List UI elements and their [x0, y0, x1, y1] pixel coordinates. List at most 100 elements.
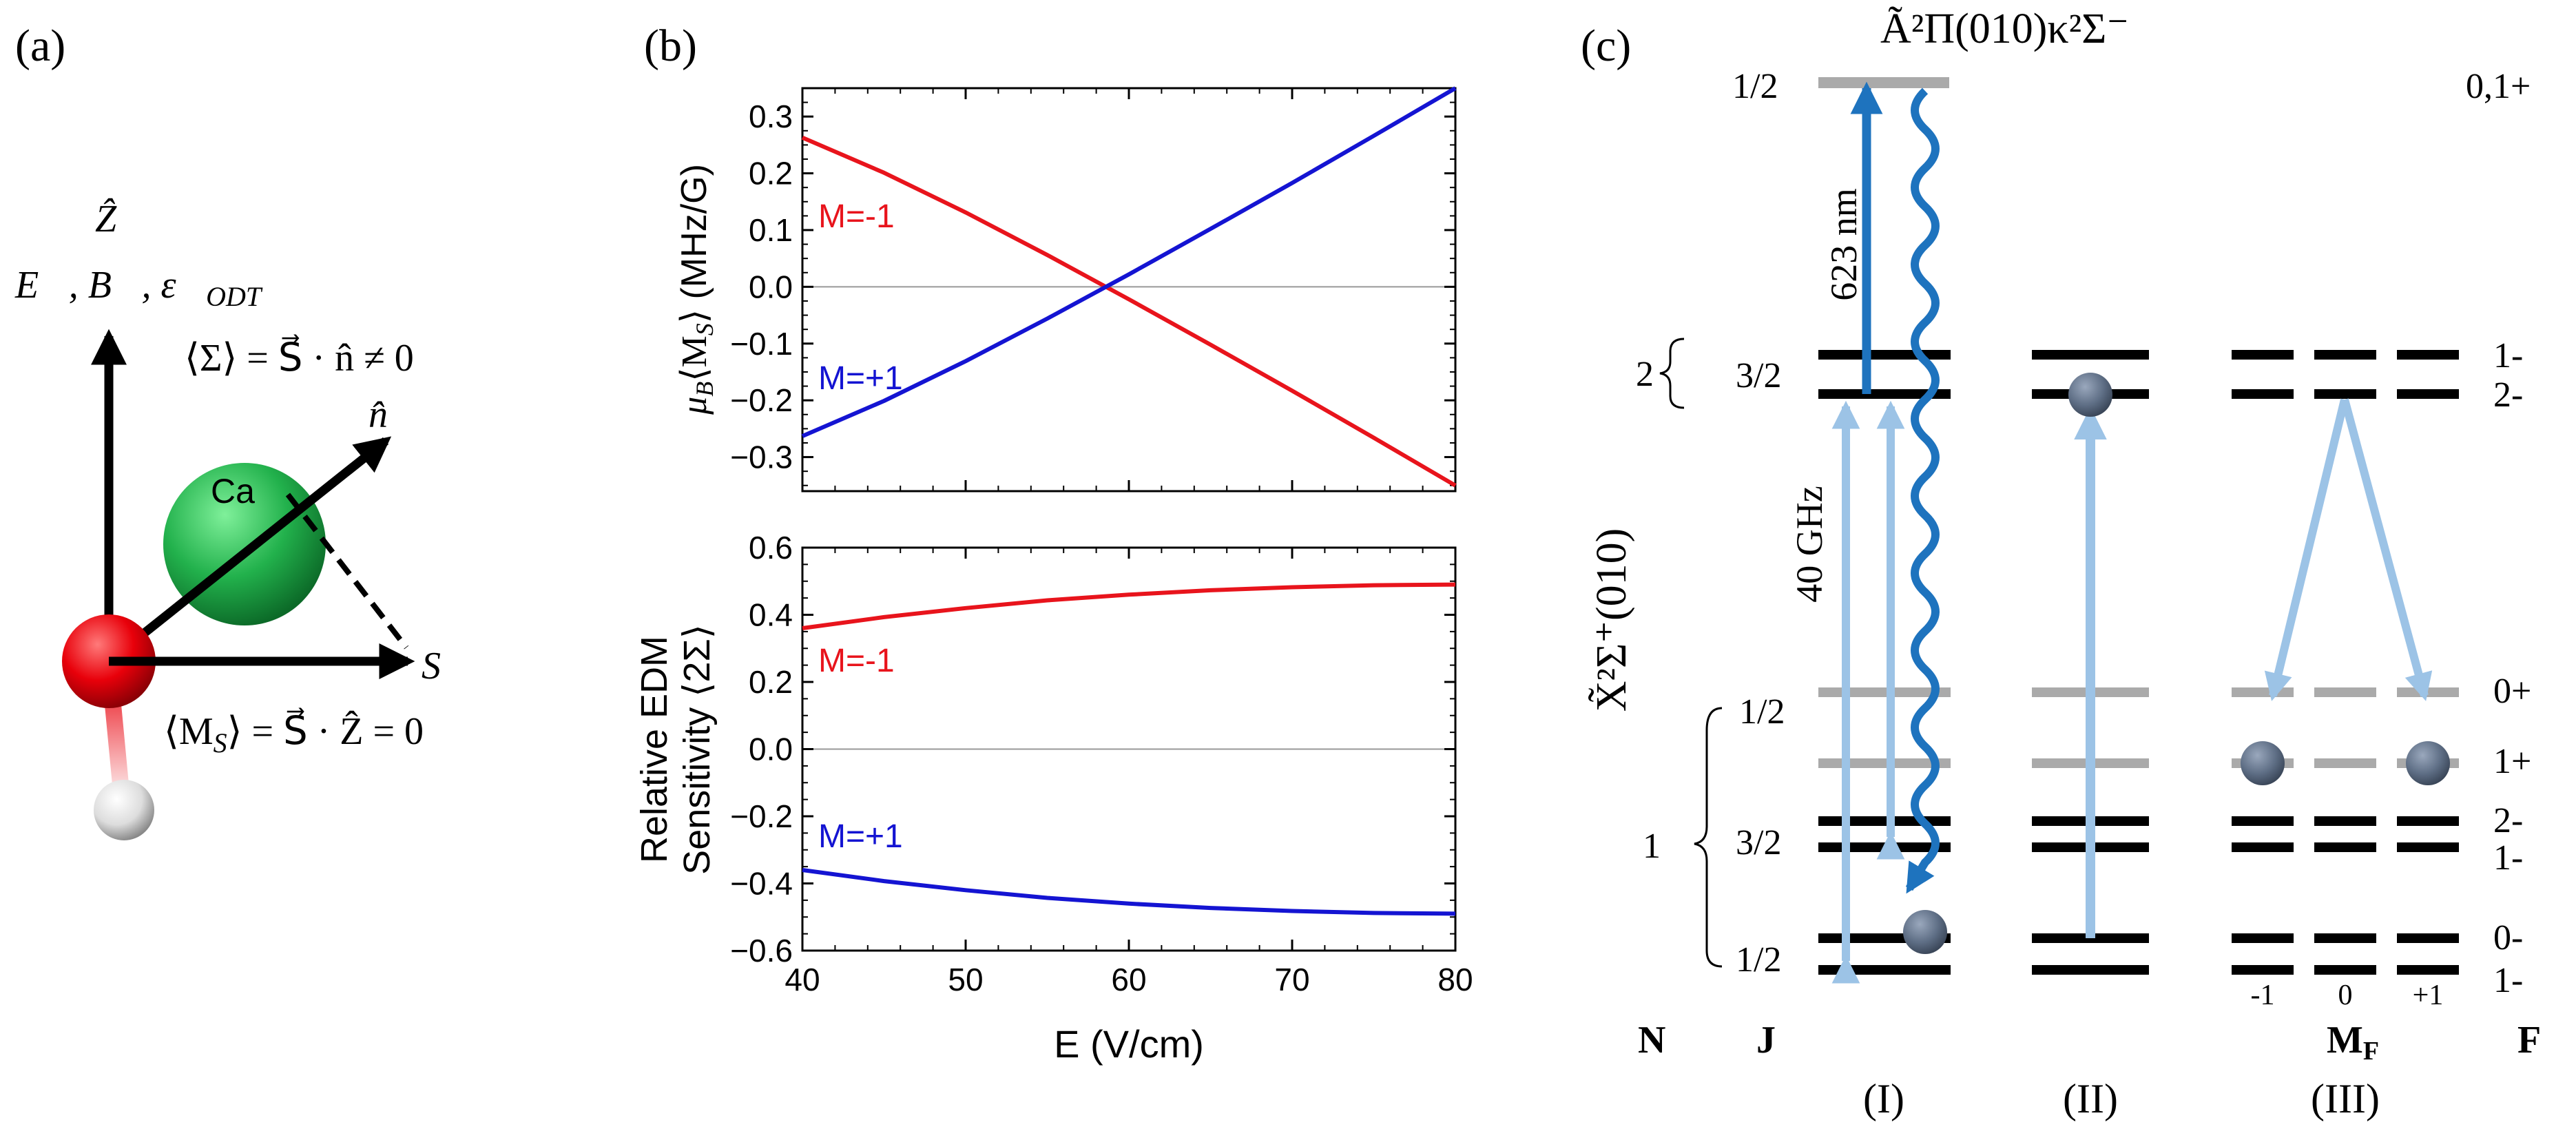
f-label-excited: 0,1+: [2466, 67, 2531, 106]
f-label-1: 1-: [2493, 336, 2523, 375]
mf-value-zero: 0: [2338, 980, 2353, 1011]
mf-value-plus: +1: [2413, 980, 2444, 1011]
bottom-ytick-label: 0.6: [749, 530, 793, 566]
ground-state-label: X̃²Σ⁺(010): [1588, 528, 1635, 712]
scheme-ii: (II): [2063, 1076, 2118, 1121]
spontaneous-decay-wavy-arrow: [1905, 87, 1940, 894]
header-mf: MF: [2327, 1019, 2379, 1066]
molecule-mf-minus: [2241, 741, 2285, 785]
header-n: N: [1638, 1019, 1665, 1061]
f-label-5: 2-: [2493, 801, 2523, 840]
top-ylabel-end: ⟩ (MHz/G): [674, 164, 714, 323]
top-xticks: [801, 88, 1457, 491]
top-ylabel-sub1: B: [691, 382, 718, 397]
panel-c: (c) Ã²Π(010)κ²Σ⁻ X̃²Σ⁺(010) 1/2 0,1+ 2 3…: [1581, 6, 2541, 1121]
column-headers: N J MF F: [1638, 1019, 2541, 1066]
f-label-6: 1-: [2493, 838, 2523, 878]
top-ytick-label: −0.1: [730, 326, 793, 362]
top-series-m-plus: [801, 86, 1457, 438]
n-hat-label: n̂: [368, 393, 388, 436]
j-label-3-2-lower: 3/2: [1736, 823, 1781, 862]
mf-values: -1 0 +1: [2251, 980, 2444, 1011]
header-mf-sub: F: [2363, 1037, 2379, 1066]
bottom-xtick-label: 50: [948, 962, 983, 997]
top-ylabel: μB⟨MS⟩ (MHz/G): [674, 164, 718, 415]
ms-expectation-sub: S: [214, 727, 227, 758]
s-vector-label: S⃗: [422, 645, 471, 687]
f-label-2: 2-: [2493, 375, 2523, 415]
bottom-ytick-label: 0.4: [749, 597, 793, 633]
n2-brace: [1659, 338, 1685, 409]
bottom-xtick-label: 40: [785, 962, 820, 997]
bottom-xlabel: E (V/cm): [1054, 1022, 1204, 1066]
f-label-8: 1-: [2493, 961, 2523, 1000]
top-series: [801, 86, 1457, 488]
header-j: J: [1756, 1019, 1776, 1061]
top-ylabel-mid: ⟨M: [675, 335, 714, 382]
scheme-labels: (I) (II) (III): [1863, 1076, 2380, 1121]
bottom-xtick-label: 70: [1274, 962, 1309, 997]
j-label-1-2-lower: 1/2: [1736, 940, 1781, 980]
field-label-main: E⃗, B⃗, ε⃗: [14, 264, 206, 307]
bottom-ytick-label: 0.2: [749, 664, 793, 700]
frequency-label: 40 GHz: [1789, 486, 1830, 602]
bottom-xtick-label: 80: [1437, 962, 1473, 997]
field-label: E⃗, B⃗, ε⃗ODT: [14, 264, 263, 312]
bottom-ytick-label: −0.2: [730, 798, 793, 834]
scheme-i: (I): [1863, 1076, 1904, 1121]
j-label-excited: 1/2: [1732, 67, 1778, 106]
top-ytick-label: −0.3: [730, 439, 793, 475]
top-yticks: −0.3 −0.2 −0.1 0.0 0.1 0.2 0.3: [730, 87, 1455, 486]
top-legend-m-minus: M=-1: [818, 198, 895, 235]
bottom-series: [802, 582, 1456, 916]
excited-state-label: Ã²Π(010)κ²Σ⁻: [1880, 6, 2129, 52]
wavelength-label: 623 nm: [1823, 188, 1865, 301]
bottom-legend-m-minus: M=-1: [818, 643, 895, 679]
panel-b: (b) −0.3 −0.2 −0.1 0.0 0.1 0.2 0.3 M=-1 M=+1 μ…: [634, 21, 1473, 1066]
header-f: F: [2517, 1019, 2541, 1061]
top-ytick-label: 0.3: [749, 99, 793, 134]
f-label-4: 1+: [2493, 742, 2531, 781]
hydrogen-atom: [94, 780, 154, 840]
f-labels: 1- 2- 0+ 1+ 2- 1- 0- 1-: [2493, 336, 2531, 1000]
bottom-yticks: −0.6 −0.4 −0.2 0.0 0.2 0.4 0.6: [730, 530, 1455, 969]
decay-arrow-right: [2340, 398, 2433, 701]
bottom-ytick-label: −0.4: [730, 866, 793, 902]
n-label-1: 1: [1643, 827, 1661, 866]
top-ylabel-sub2: S: [691, 323, 718, 335]
ms-expectation-rest: ⟩ = S⃗ · Ẑ = 0: [227, 707, 424, 753]
ms-expectation-main: ⟨M: [164, 710, 214, 753]
j-label-3-2-upper: 3/2: [1736, 356, 1781, 395]
ms-expectation-label: ⟨MS⟩ = S⃗ · Ẑ = 0: [164, 707, 424, 758]
bottom-legend-m-plus: M=+1: [818, 818, 903, 855]
header-mf-main: M: [2327, 1019, 2363, 1061]
levels-col-3: [2232, 350, 2459, 975]
molecule-mf-plus: [2406, 741, 2450, 785]
f-label-3: 0+: [2493, 672, 2531, 711]
bottom-ylabel-line2: Sensitivity ⟨2Σ⟩: [676, 624, 718, 875]
panel-a: (a) Ẑ E⃗, B⃗, ε⃗ODT Ca n̂ S⃗ ⟨Σ⟩ = S⃗ · …: [14, 21, 471, 840]
ca-label: Ca: [211, 472, 255, 510]
panel-a-label: (a): [15, 21, 65, 71]
n1-brace: [1694, 707, 1723, 968]
panel-b-label: (b): [644, 21, 697, 71]
scheme-iii: (III): [2311, 1076, 2380, 1121]
top-ytick-label: −0.2: [730, 382, 793, 418]
bottom-ylabel-line1: Relative EDM: [634, 636, 675, 863]
mf-value-minus: -1: [2251, 980, 2275, 1011]
panel-c-label: (c): [1581, 21, 1631, 71]
projection-dashed-line: [285, 493, 409, 650]
decay-arrow-left: [2264, 398, 2349, 701]
top-ytick-label: 0.0: [749, 269, 793, 304]
bottom-ytick-label: −0.6: [730, 933, 793, 969]
molecule-col-2: [2068, 373, 2112, 417]
n-hat-arrow: [105, 436, 392, 665]
top-ytick-label: 0.1: [749, 212, 793, 248]
f-label-7: 0-: [2493, 918, 2523, 957]
top-ytick-label: 0.2: [749, 156, 793, 191]
top-legend-m-plus: M=+1: [818, 360, 903, 397]
sigma-expectation-label: ⟨Σ⟩ = S⃗ · n̂ ≠ 0: [185, 334, 414, 380]
bottom-xticks: 40 50 60 70 80: [785, 548, 1473, 997]
bottom-series-m-minus: [802, 582, 1456, 630]
